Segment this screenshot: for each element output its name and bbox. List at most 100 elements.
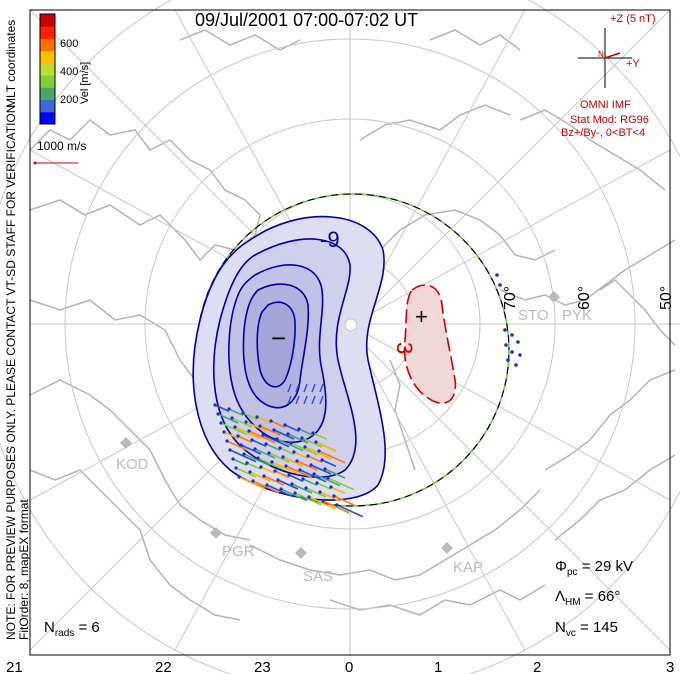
- vector-origin: [227, 407, 231, 411]
- velocity-colorbar: 600 400 200 Vel [m/s]: [39, 13, 91, 125]
- station-sto: STO: [518, 307, 549, 324]
- contour-label-neg: -9: [320, 227, 340, 252]
- velocity-vector: [246, 462, 262, 471]
- lat-label-60: 60°: [576, 286, 593, 310]
- vector-origin: [283, 423, 287, 427]
- velocity-vector: [271, 461, 299, 475]
- vector-origin: [289, 441, 293, 445]
- imf-model-2: Bz+/By-, 0<BT<4: [561, 127, 645, 139]
- velocity-vector: [251, 439, 267, 448]
- vector-origin: [239, 443, 243, 447]
- vector-origin: [320, 458, 324, 462]
- vector-origin: [267, 451, 271, 455]
- vector-origin: [278, 446, 282, 450]
- velocity-vector: [290, 442, 318, 456]
- velocity-vector: [336, 504, 364, 518]
- velocity-vector: [307, 455, 323, 464]
- velocity-vector: [315, 441, 337, 452]
- imf-clock: +Z (5 nT) N +Y OMNI IMF Stat Mod: RG96 B…: [561, 13, 656, 139]
- velocity-vector: [282, 456, 304, 467]
- vector-origin: [284, 464, 288, 468]
- vector-origin: [261, 433, 265, 437]
- dawn-vectors: [495, 273, 522, 367]
- vector-origin: [237, 475, 241, 479]
- mlt-tick-2: 2: [533, 659, 541, 674]
- vector-origin: [250, 438, 254, 442]
- plot-frame: [29, 9, 671, 656]
- velocity-vector: [263, 475, 285, 486]
- vector-origin: [312, 472, 316, 476]
- velocity-vector: [273, 429, 295, 440]
- vector-origin: [236, 434, 240, 438]
- preview-note: NOTE: FOR PREVIEW PURPOSES ONLY. PLEASE …: [4, 101, 18, 640]
- velocity-vector: [266, 484, 294, 498]
- vector-origin: [258, 424, 262, 428]
- velocity-vector: [248, 430, 276, 444]
- station-marker-kod: [120, 437, 132, 449]
- vector-origin: [303, 445, 307, 449]
- velocity-vector: [260, 466, 276, 475]
- velocity-vector: [304, 446, 332, 460]
- velocity-vector: [280, 488, 308, 502]
- velocity-vector: [287, 395, 292, 405]
- mlt-tick-0: 0: [345, 659, 353, 674]
- velocity-vector: [299, 469, 327, 483]
- vector-origin: [306, 454, 310, 458]
- vector-origin: [272, 428, 276, 432]
- velocity-vector: [287, 433, 309, 444]
- vector-origin: [228, 448, 232, 452]
- velocity-vector: [234, 426, 262, 440]
- colorbar-cell: [40, 62, 55, 76]
- vector-origin: [251, 479, 255, 483]
- velocity-vector: [245, 421, 267, 432]
- vector-origin: [307, 495, 311, 499]
- vector-origin: [287, 473, 291, 477]
- velocity-vector: [237, 435, 253, 444]
- vector-origin: [262, 474, 266, 478]
- vector-origin: [255, 415, 259, 419]
- velocity-vector: [226, 440, 248, 451]
- vector-origin: [300, 436, 304, 440]
- vector-origin: [273, 469, 277, 473]
- stat-nvc: Nvc = 145: [555, 619, 618, 639]
- velocity-vector: [324, 468, 346, 479]
- colorbar-cell: [40, 99, 55, 113]
- vector-origin: [335, 503, 339, 507]
- mlt-tick-21: 21: [6, 659, 23, 674]
- velocity-vector: [285, 465, 313, 479]
- vector-origin: [329, 485, 333, 489]
- mlt-axis: 21 22 23 0 1 2 3: [6, 659, 674, 674]
- velocity-vector: [303, 383, 308, 393]
- stat-lambda: ΛHM = 66°: [555, 588, 620, 608]
- imf-source: OMNI IMF: [580, 99, 631, 111]
- velocity-vector: [311, 383, 316, 393]
- imf-bz-label: +Z (5 nT): [610, 13, 656, 25]
- mlt-tick-1: 1: [434, 659, 442, 674]
- map-title: 09/Jul/2001 07:00-07:02 UT: [195, 10, 418, 30]
- mlt-tick-22: 22: [155, 659, 172, 674]
- imf-by-label: +Y: [626, 58, 640, 70]
- mlt-tick-23: 23: [254, 659, 271, 674]
- scale-vector-label: 1000 m/s: [37, 139, 86, 153]
- vector-origin: [326, 476, 330, 480]
- velocity-vector: [301, 437, 323, 448]
- velocity-vector: [312, 432, 328, 441]
- colorbar-cell: [40, 75, 55, 88]
- vector-origin: [332, 494, 336, 498]
- velocity-vector: [257, 457, 285, 471]
- colorbar-cell: [40, 26, 55, 39]
- station-pgr: PGR: [222, 543, 255, 560]
- velocity-vector: [220, 422, 248, 436]
- velocity-vector: [330, 486, 346, 495]
- vector-origin: [270, 460, 274, 464]
- colorbar-cell: [40, 50, 55, 64]
- velocity-vector: [294, 492, 322, 506]
- vector-origin: [233, 425, 237, 429]
- velocity-vector: [316, 482, 332, 491]
- fit-order-note: FitOrder: 8, mapEX format: [17, 499, 31, 640]
- vector-origin: [301, 477, 305, 481]
- velocity-vectors: [213, 383, 364, 518]
- velocity-vector: [288, 474, 304, 483]
- vector-origin: [276, 478, 280, 482]
- vector-origin: [216, 412, 220, 416]
